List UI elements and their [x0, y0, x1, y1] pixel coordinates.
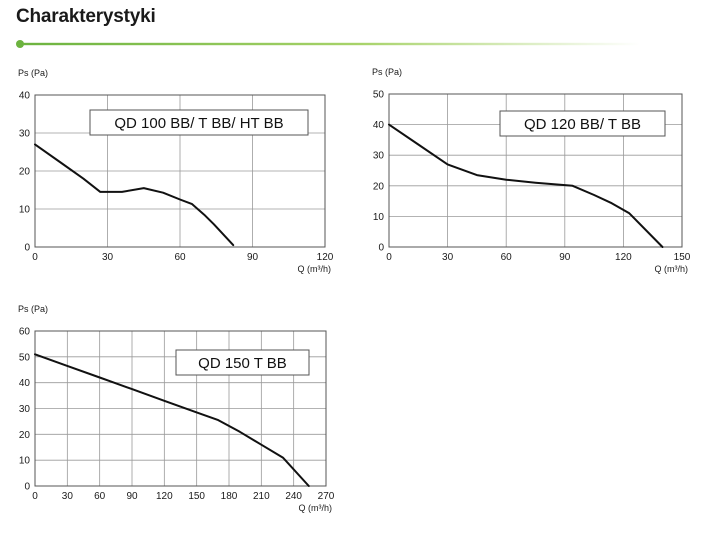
y-tick-label: 20 — [373, 181, 385, 192]
x-tick-label: 150 — [674, 252, 691, 263]
x-tick-label: 60 — [94, 491, 106, 502]
y-tick-label: 10 — [373, 212, 385, 223]
x-tick-label: 180 — [221, 491, 238, 502]
y-tick-label: 50 — [19, 352, 31, 363]
chart-2: 0 10 20 30 40 50 0 30 60 90 120 150 Ps (Pa) Q (m³/h) Q… — [372, 67, 691, 274]
y-tick-label: 10 — [19, 205, 31, 216]
plot-frame — [34, 330, 327, 487]
y-tick-label: 40 — [373, 120, 385, 131]
y-tick-label: 30 — [373, 151, 385, 162]
x-tick-label: 0 — [386, 252, 392, 263]
x-tick-label: 90 — [247, 252, 259, 263]
x-tick-label: 210 — [253, 491, 270, 502]
model-label: QD 120 BB/ T BB — [524, 116, 641, 133]
x-tick-label: 120 — [615, 252, 632, 263]
y-tick-label: 20 — [19, 430, 31, 441]
x-axis-label: Q (m³/h) — [298, 264, 332, 274]
chart-3: 0 10 20 30 40 50 60 0 30 60 90 120 150 180 210 240 270 Ps… — [18, 304, 335, 513]
y-tick-label: 50 — [373, 90, 385, 101]
y-tick-label: 60 — [19, 327, 31, 338]
x-tick-label: 120 — [156, 491, 173, 502]
y-axis-label: Ps (Pa) — [372, 67, 402, 77]
x-tick-label: 30 — [102, 252, 114, 263]
y-tick-label: 0 — [378, 243, 384, 254]
x-tick-label: 0 — [32, 252, 38, 263]
x-tick-label: 90 — [126, 491, 138, 502]
y-tick-label: 30 — [19, 129, 31, 140]
x-tick-label: 60 — [501, 252, 513, 263]
x-tick-label: 90 — [559, 252, 571, 263]
plot-frame — [388, 93, 683, 248]
y-tick-label: 40 — [19, 91, 31, 102]
model-label-box — [499, 110, 666, 137]
model-label: QD 150 T BB — [198, 355, 287, 372]
series-line — [34, 143, 235, 247]
x-tick-label: 150 — [188, 491, 205, 502]
charts-layer: 0 10 20 30 40 0 30 60 90 120 Ps (Pa) Q (m³/h) QD 100… — [18, 67, 691, 513]
x-axis-label: Q (m³/h) — [655, 264, 689, 274]
accent-line — [20, 42, 640, 46]
y-tick-label: 0 — [24, 482, 30, 493]
x-tick-label: 120 — [317, 252, 334, 263]
model-label-box — [175, 349, 310, 376]
y-tick-label: 30 — [19, 404, 31, 415]
x-tick-label: 60 — [174, 252, 186, 263]
x-tick-label: 0 — [32, 491, 38, 502]
x-tick-label: 30 — [62, 491, 74, 502]
series-line — [388, 123, 664, 248]
model-label: QD 100 BB/ T BB/ HT BB — [114, 115, 283, 132]
x-tick-label: 30 — [442, 252, 454, 263]
y-tick-label: 0 — [24, 243, 30, 254]
x-axis-label: Q (m³/h) — [299, 503, 333, 513]
model-label-box — [89, 109, 309, 136]
y-tick-label: 40 — [19, 378, 31, 389]
y-axis-label: Ps (Pa) — [18, 68, 48, 78]
x-tick-label: 270 — [318, 491, 335, 502]
y-tick-label: 10 — [19, 456, 31, 467]
page-title: Charakterystyki — [16, 6, 156, 27]
x-tick-label: 240 — [285, 491, 302, 502]
y-axis-label: Ps (Pa) — [18, 304, 48, 314]
chart-1: 0 10 20 30 40 0 30 60 90 120 Ps (Pa) Q (m³/h) QD 100… — [18, 68, 334, 274]
y-tick-label: 20 — [19, 167, 31, 178]
series-line — [34, 353, 310, 487]
plot-frame — [34, 94, 326, 248]
